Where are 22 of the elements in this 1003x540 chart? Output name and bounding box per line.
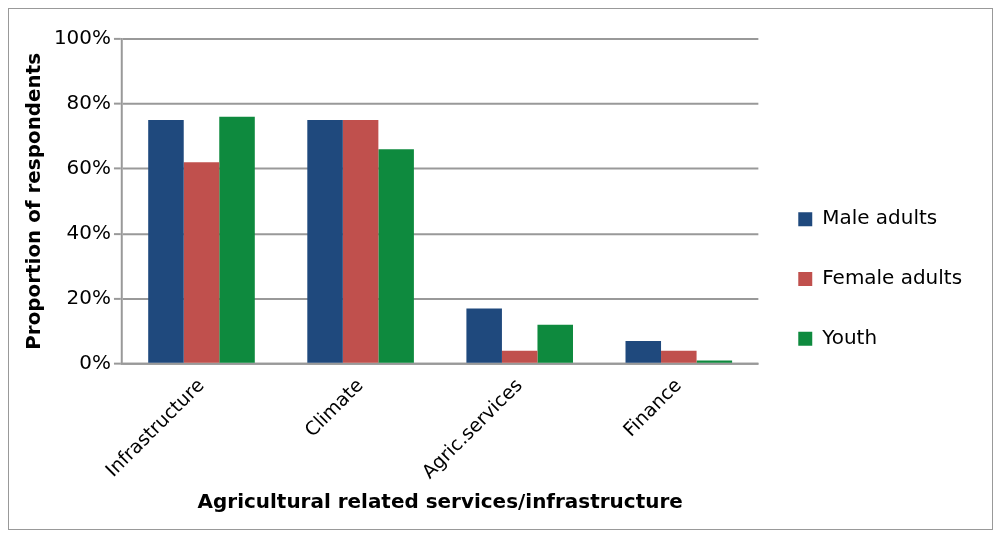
bar	[183, 162, 220, 363]
y-tick-label: 0%	[79, 349, 111, 374]
legend-label: Male adults	[822, 205, 938, 230]
bar	[342, 120, 379, 363]
legend-label: Female adults	[822, 265, 963, 290]
legend-label: Youth	[821, 324, 878, 349]
bar	[537, 324, 573, 363]
bar	[378, 149, 414, 363]
y-axis-title: Proportion of respondents	[21, 52, 46, 350]
bar	[219, 116, 255, 363]
y-tick-label: 20%	[66, 284, 111, 309]
bar	[466, 308, 502, 363]
y-tick-label: 80%	[66, 90, 111, 115]
y-tick-label: 60%	[66, 155, 111, 180]
y-tick-label: 40%	[66, 220, 111, 244]
bar	[661, 350, 697, 363]
bar	[501, 350, 538, 363]
y-tick-label: 100%	[53, 25, 111, 50]
bar	[625, 341, 662, 363]
bar	[307, 120, 343, 363]
x-axis-title: Agricultural related services/infrastructure	[197, 489, 683, 514]
bar	[148, 120, 184, 363]
